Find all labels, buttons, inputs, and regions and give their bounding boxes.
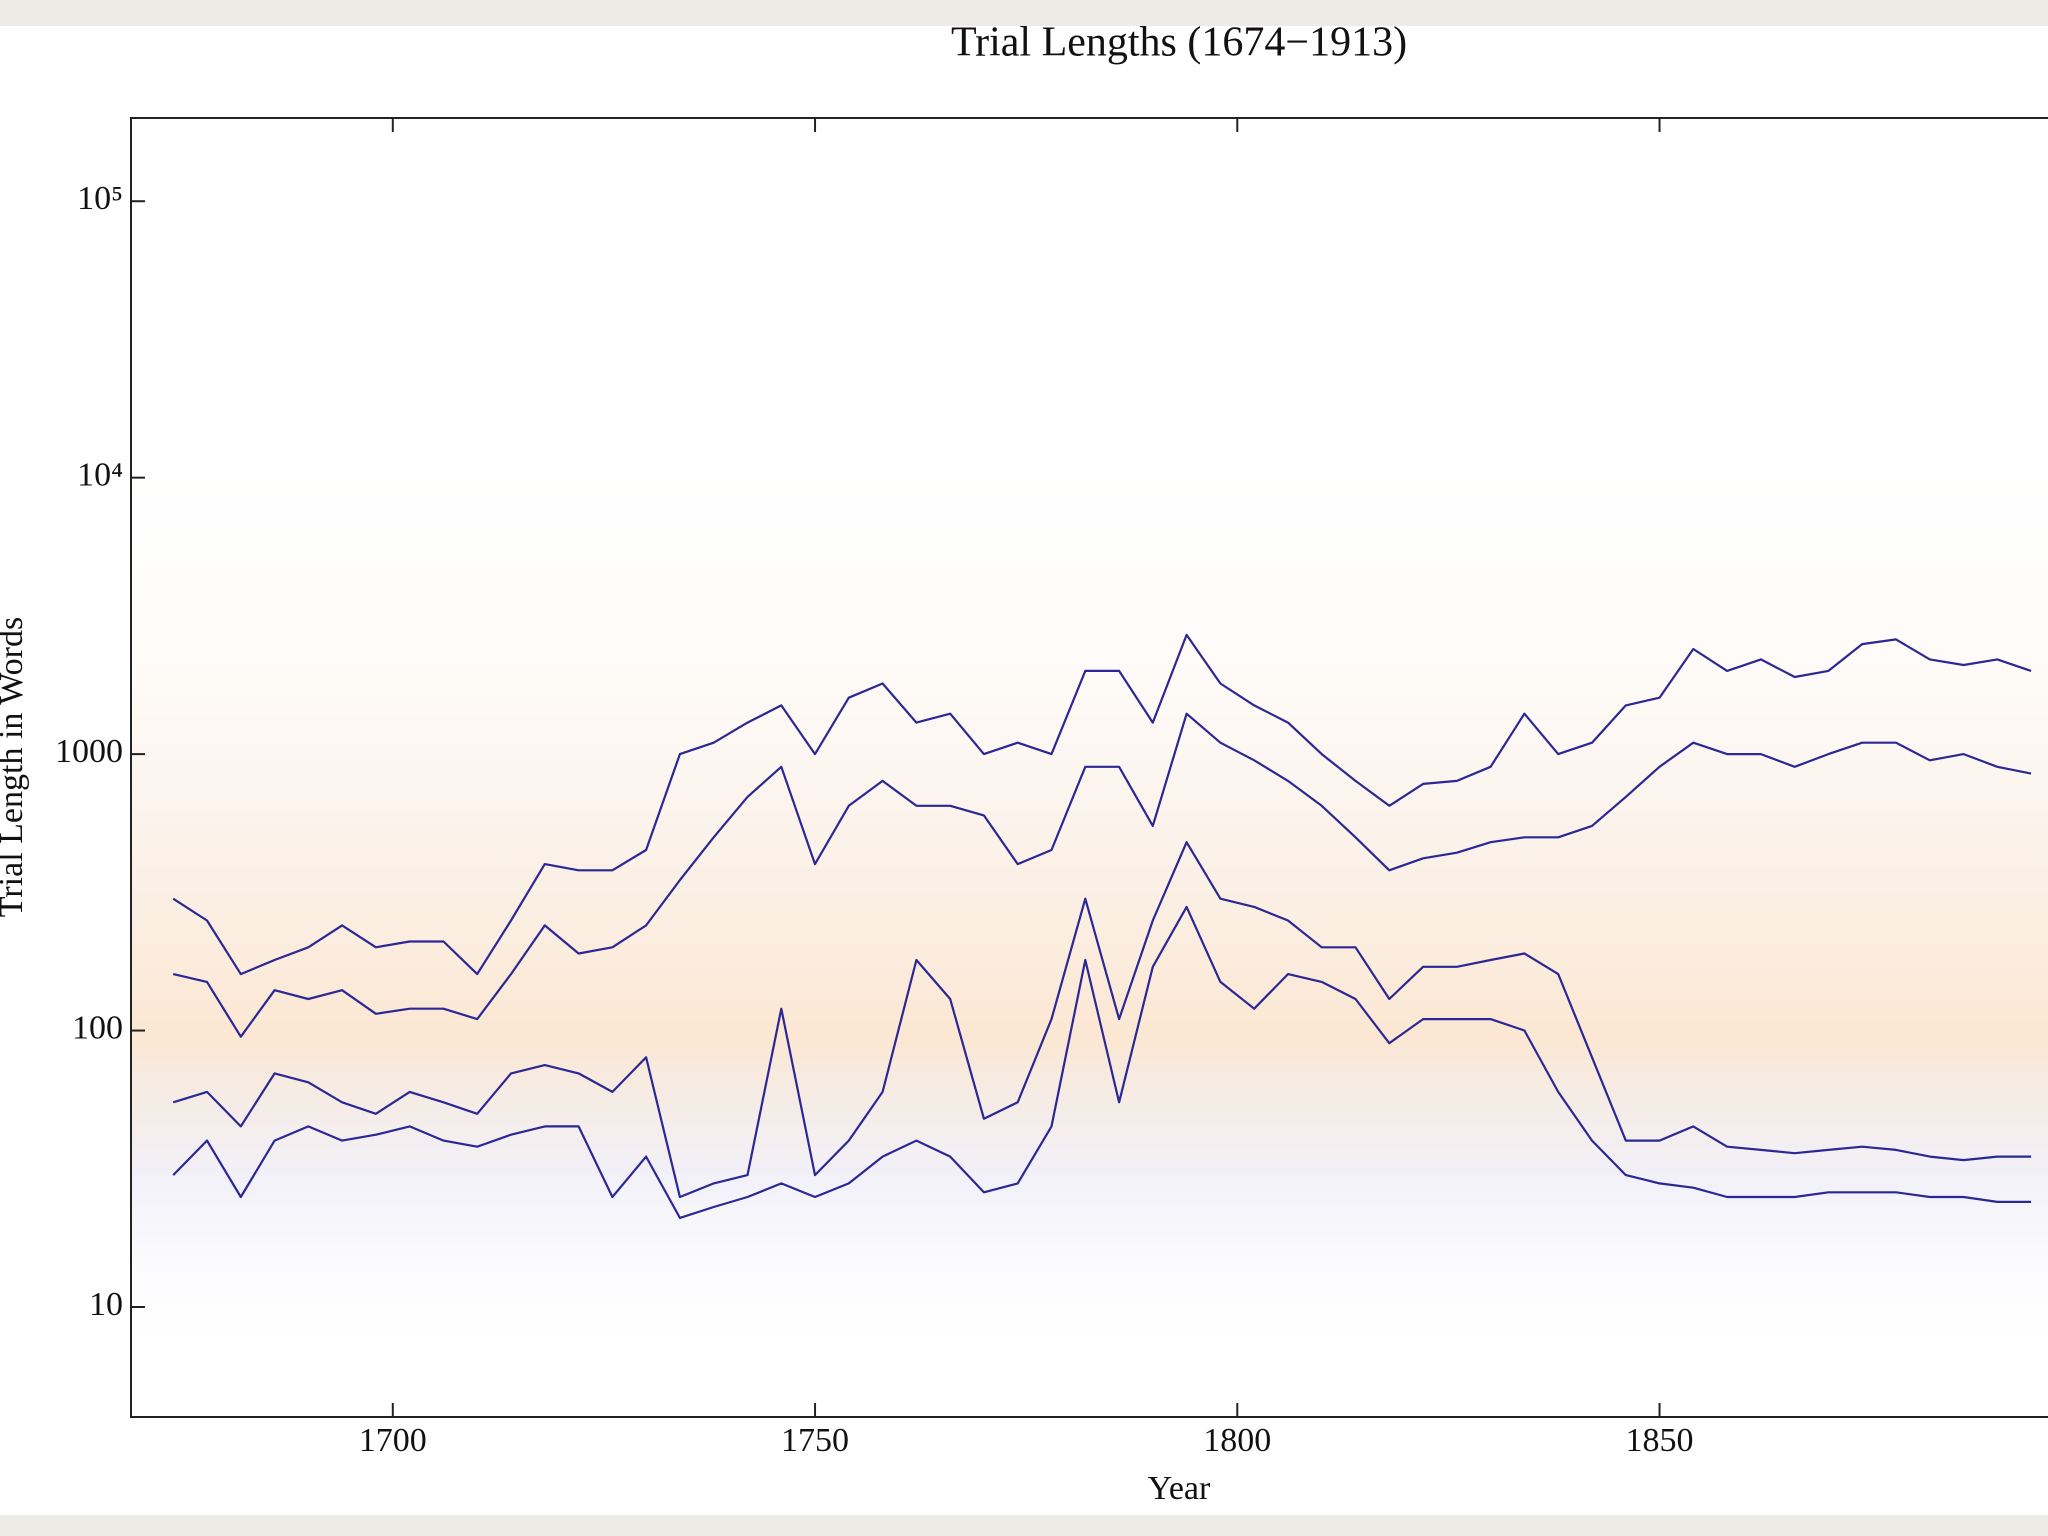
y-tick-label: 10⁵ <box>77 180 123 217</box>
x-tick-label: 1850 <box>1626 1422 1694 1459</box>
percentile-line <box>172 633 2032 976</box>
percentile-line <box>172 905 2032 1219</box>
plot-frame <box>130 117 2048 1418</box>
x-tick-label: 1750 <box>781 1422 849 1459</box>
x-axis-label: Year <box>1148 1470 1211 1507</box>
y-tick-label: 1000 <box>55 733 123 770</box>
x-tick-label: 1800 <box>1203 1422 1271 1459</box>
x-tick-label: 1700 <box>359 1422 427 1459</box>
density-shade <box>131 420 2048 1370</box>
y-axis-label: Trial Length in Words <box>0 617 30 917</box>
chart-title: Trial Lengths (1674−1913) <box>951 20 1407 66</box>
percentile-line <box>172 712 2032 1038</box>
y-tick-label: 10 <box>89 1286 123 1323</box>
percentile-line <box>172 841 2032 1199</box>
y-tick-label: 100 <box>72 1009 123 1046</box>
y-tick-label: 10⁴ <box>77 456 123 493</box>
